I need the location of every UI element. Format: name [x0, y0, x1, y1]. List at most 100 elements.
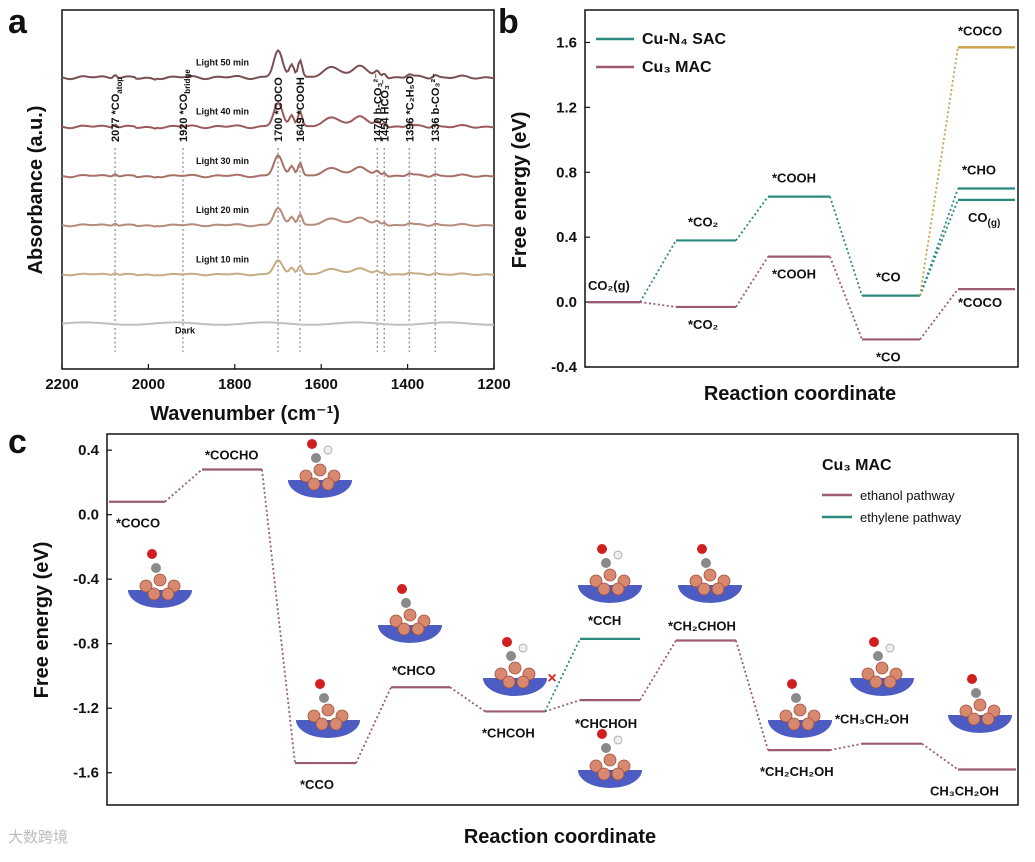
panel-c-y-ticks: -1.6 -1.2 -0.8 -0.4 0.0 0.4 [73, 442, 112, 782]
panel-c-letter: c [8, 423, 27, 461]
panel-b-step-labels: CO₂(g) *CO₂ *CO₂ *COOH *COOH *CO *CO *CHO *COCO *… [588, 23, 1002, 364]
panel-a-peak-labels: 2077 *COatop 1920 *CObridge 1700 *COCO 1649… [110, 69, 442, 142]
panel-c-connector [735, 640, 769, 751]
panel-b-connector [919, 47, 959, 296]
panel-b-connector [829, 196, 863, 296]
panel-a-peak-lines [114, 148, 436, 352]
panel-b-legend-label: Cu-N₄ SAC [642, 31, 727, 48]
panel-c-frame [106, 433, 1019, 806]
panel-b-y-tick-label: 1.6 [556, 34, 577, 51]
panel-c-step-labels: *COCO *COCHO *CCO *CHCO *CHCOH *CHCHOH *CH₂CHO… [116, 447, 999, 798]
panel-a-x-axis-title: Wavenumber (cm⁻¹) [150, 403, 340, 425]
panel-b-connector [919, 288, 959, 340]
panel-b-step-label-cho: *CHO [962, 163, 996, 178]
panel-c-connector [921, 742, 959, 771]
panel-c-step-label: *CCO [300, 777, 334, 792]
panel-b-step-label-cog: CO(g) [968, 210, 1000, 229]
panel-c-blocked-marker: × [547, 670, 556, 687]
panel-c-molecules [128, 439, 1012, 788]
panel-c-step-label: CH₃CH₂OH [930, 784, 999, 799]
panel-a-peak-label: 1470 b-CO₃²⁻ [372, 73, 384, 142]
panel-b-y-tick-label: 0.0 [556, 294, 577, 311]
panel-a-x-tick-label: 2200 [45, 376, 78, 393]
molecule-model [128, 549, 192, 608]
panel-c-connector [449, 686, 486, 713]
panel-c-y-tick-label: -0.4 [73, 571, 100, 588]
panel-a-peak-label: 1336 b-CO₃²⁻ [430, 73, 442, 142]
panel-c-connector [639, 640, 677, 701]
panel-b: b -0.4 0.0 0.4 0.8 1.2 1.6 Cu-N₄ SAC Cu₃ MAC C… [498, 3, 1019, 405]
panel-b-step-label-co2-mac: *CO₂ [688, 317, 719, 332]
panel-b-legend-label: Cu₃ MAC [642, 59, 712, 76]
panel-b-step-label-co2-sac: *CO₂ [688, 214, 719, 229]
panel-b-y-ticks: -0.4 0.0 0.4 0.8 1.2 1.6 [551, 34, 590, 376]
panel-a-spectrum-label: Light 10 min [196, 254, 249, 264]
watermark: 大数跨境 [8, 828, 68, 846]
panel-a-x-tick-label: 1400 [391, 376, 424, 393]
panel-a-x-tick-label: 2000 [132, 376, 165, 393]
panel-b-connector [829, 256, 863, 340]
panel-b-step-label-coco-mac: *COCO [958, 295, 1002, 310]
panel-c-legend-label: ethylene pathway [860, 510, 962, 525]
panel-b-plot [588, 46, 1015, 341]
panel-b-connector [919, 199, 959, 296]
panel-a-spectrum-label: Light 30 min [196, 156, 249, 166]
panel-a-peak-label: 1700 *COCO [273, 77, 285, 142]
molecule-model [296, 679, 360, 738]
panel-a-x-ticks: 2200 2000 1800 1600 1400 1200 [45, 364, 511, 393]
panel-c-y-tick-label: -1.6 [73, 765, 99, 782]
panel-a-x-tick-label: 1200 [477, 376, 510, 393]
panel-c-connector [164, 468, 203, 503]
panel-c-y-tick-label: -0.8 [73, 636, 99, 653]
panel-c-legend-label: ethanol pathway [860, 488, 955, 503]
panel-c-step-label: *CH₃CH₂OH [835, 712, 909, 727]
panel-b-y-axis-title: Free energy (eV) [509, 112, 531, 269]
panel-c-y-tick-label: 0.4 [78, 442, 100, 459]
panel-a-spectrum-label: Light 50 min [196, 57, 249, 67]
panel-c-connector [544, 699, 581, 713]
panel-a-spectrum-line [61, 321, 494, 326]
panel-c-connector [355, 686, 392, 764]
panel-c-step-label: *COCHO [205, 447, 258, 462]
panel-c-step-label: *CHCHOH [575, 716, 637, 731]
panel-c-y-axis-title: Free energy (eV) [31, 542, 53, 699]
panel-a-spectrum-label: Light 20 min [196, 205, 249, 215]
panel-a-spectrum-line [61, 48, 495, 81]
panel-b-y-tick-label: 0.4 [556, 229, 578, 246]
panel-c-connector [829, 742, 863, 752]
panel-c-step-label: *CHCO [392, 663, 435, 678]
molecule-model [288, 439, 352, 498]
molecule-model [948, 674, 1012, 733]
panel-a-x-tick-label: 1600 [305, 376, 338, 393]
panel-c-legend: Cu₃ MAC ethanol pathway ethylene pathway [822, 457, 962, 525]
panel-a-peak-label: 1396 *C₂H₅O [404, 75, 416, 142]
panel-c-connector [261, 469, 296, 764]
panel-b-connector [919, 188, 959, 296]
panel-a-spectrum-label: Dark [175, 326, 196, 336]
panel-a-spectrum-labels: Light 50 min Light 40 min Light 30 min Ligh… [175, 57, 249, 335]
panel-a-peak-label: 1649 *COOH [295, 77, 307, 142]
panel-b-y-tick-label: 0.8 [556, 164, 577, 181]
panel-b-step-label-co2g: CO₂(g) [588, 278, 630, 293]
panel-a-peak-label: 2077 *COatop [110, 77, 124, 142]
panel-c-step-label: *CH₂CH₂OH [760, 764, 834, 779]
panel-a-frame [61, 9, 495, 370]
panel-b-y-tick-label: 1.2 [556, 99, 577, 116]
panel-a: a 2200 2000 1800 1600 1400 1200 Light 50 minL… [8, 3, 511, 425]
panel-a-spectrum-line [61, 259, 495, 277]
panel-c-step-label: *CHCOH [482, 725, 535, 740]
panel-a-y-axis-title: Absorbance (a.u.) [25, 106, 47, 275]
panel-c-step-label: *COCO [116, 516, 160, 531]
panel-b-step-label-cooh-sac: *COOH [772, 171, 816, 186]
panel-c-step-label: *CH₂CHOH [668, 618, 736, 633]
panel-a-peak-label: 1920 *CObridge [178, 69, 192, 142]
panel-a-letter: a [8, 3, 28, 41]
panel-b-y-tick-label: -0.4 [551, 359, 578, 376]
panel-a-spectrum-line [61, 206, 495, 228]
panel-c-legend-title: Cu₃ MAC [822, 457, 892, 474]
panel-b-connector [639, 301, 677, 308]
panel-b-legend: Cu-N₄ SAC Cu₃ MAC [596, 31, 727, 76]
panel-b-connector [735, 196, 769, 241]
